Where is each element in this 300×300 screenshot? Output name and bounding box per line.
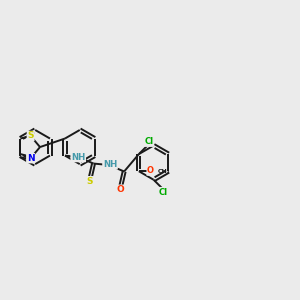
Text: O: O [116,185,124,194]
Text: CH₃: CH₃ [158,169,171,174]
Text: NH: NH [103,160,117,169]
Text: Cl: Cl [144,137,153,146]
Text: O: O [147,166,154,175]
Text: S: S [27,131,34,140]
Text: S: S [87,177,93,186]
Text: NH: NH [71,153,85,162]
Text: Cl: Cl [159,188,168,196]
Text: N: N [27,154,34,163]
